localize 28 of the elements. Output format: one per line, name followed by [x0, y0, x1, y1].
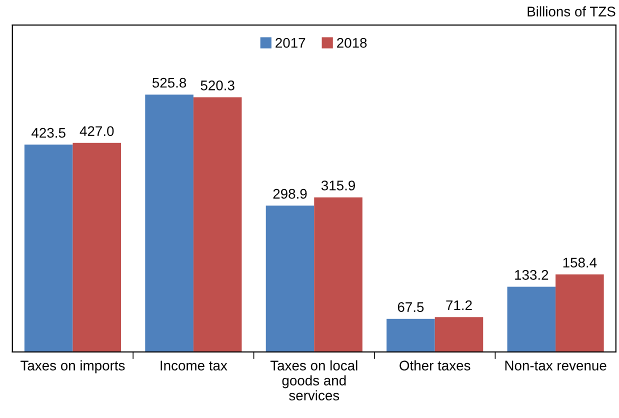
data-label: 133.2 [515, 270, 548, 280]
bar [556, 274, 604, 352]
bar [386, 318, 435, 352]
legend-label: 2017 [276, 38, 306, 48]
data-label: 520.3 [200, 80, 234, 90]
bar [24, 144, 73, 352]
legend-label: 2018 [337, 38, 367, 48]
data-label: 427.0 [80, 126, 114, 136]
data-label: 423.5 [32, 128, 66, 138]
data-label: 298.9 [273, 188, 307, 199]
bar [193, 97, 242, 352]
data-label: 158.4 [563, 258, 597, 268]
data-label: 525.8 [152, 78, 186, 88]
bar [145, 94, 194, 352]
text: Billions of TZS [528, 6, 616, 16]
bar [72, 142, 122, 352]
x-tick-label: Other taxes [400, 360, 470, 370]
data-label: 67.5 [398, 302, 424, 312]
x-tick-label: Income tax [160, 360, 228, 370]
bar [314, 197, 362, 352]
bar [266, 206, 314, 352]
x-tick-label: Taxes on local goods and services [270, 360, 358, 400]
bar [507, 286, 556, 352]
data-label: 315.9 [321, 180, 356, 190]
x-tick-label: Taxes on imports [20, 360, 125, 374]
data-label: 71.2 [446, 300, 472, 310]
bar [434, 317, 484, 352]
x-tick-label: Non-tax revenue [505, 360, 606, 370]
